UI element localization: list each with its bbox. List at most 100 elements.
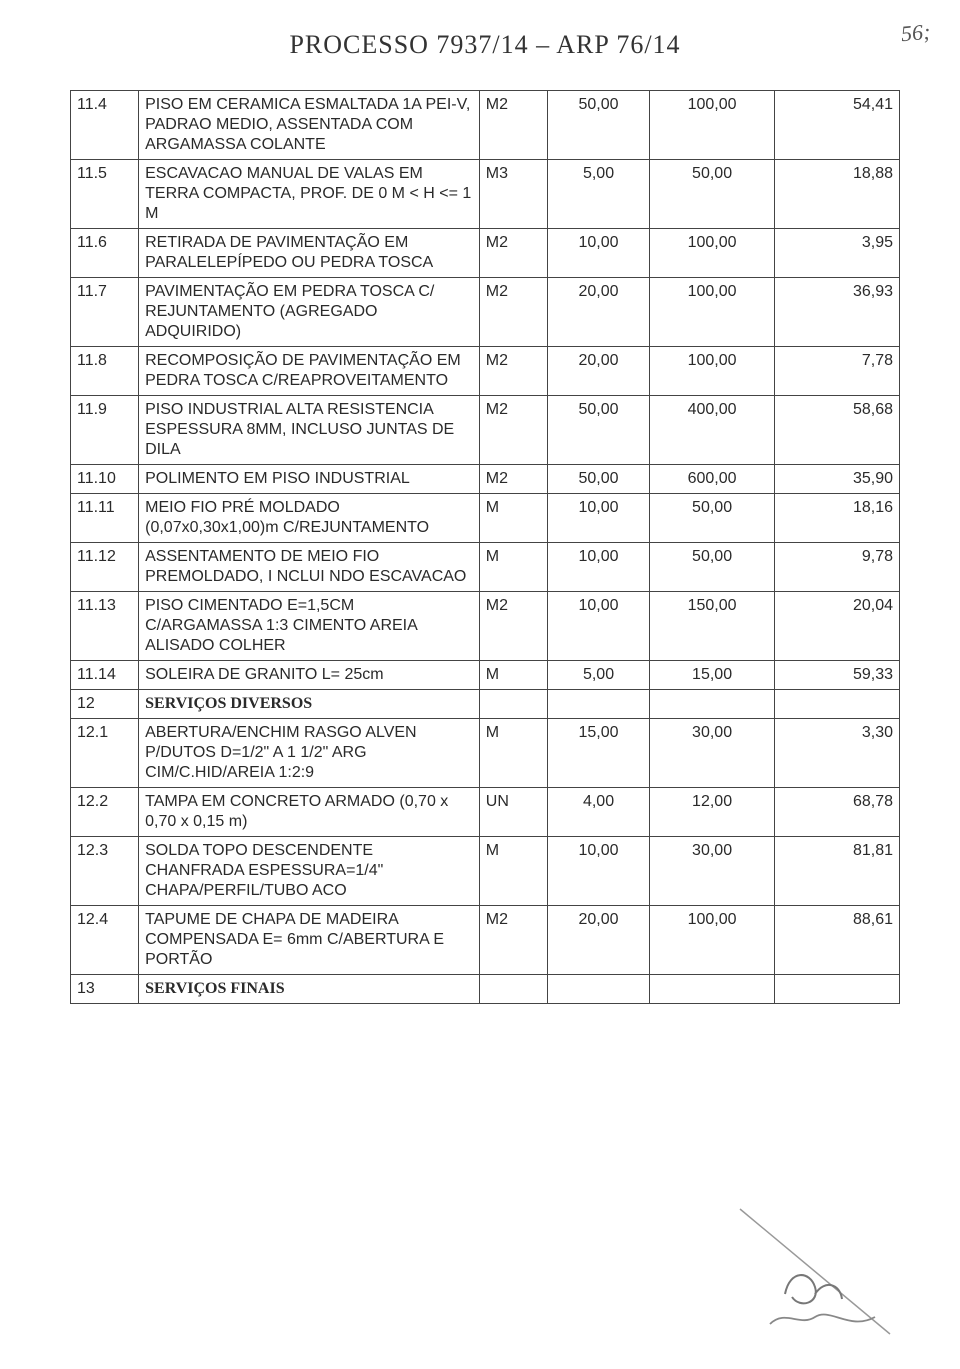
cell-qty: 20,00 bbox=[547, 906, 649, 975]
cell-value: 58,68 bbox=[775, 396, 900, 465]
cell-pct: 100,00 bbox=[650, 906, 775, 975]
cell-pct: 100,00 bbox=[650, 229, 775, 278]
cell-description: PISO EM CERAMICA ESMALTADA 1A PEI-V, PAD… bbox=[139, 91, 480, 160]
cell-pct: 50,00 bbox=[650, 160, 775, 229]
cell-unit: M bbox=[479, 661, 547, 690]
cell-code: 11.5 bbox=[71, 160, 139, 229]
cell-description: MEIO FIO PRÉ MOLDADO (0,07x0,30x1,00)m C… bbox=[139, 494, 480, 543]
cell-unit: M bbox=[479, 543, 547, 592]
cell-qty: 10,00 bbox=[547, 543, 649, 592]
cell-description: RECOMPOSIÇÃO DE PAVIMENTAÇÃO EM PEDRA TO… bbox=[139, 347, 480, 396]
cell-description: PISO CIMENTADO E=1,5CM C/ARGAMASSA 1:3 C… bbox=[139, 592, 480, 661]
cell-unit: M bbox=[479, 719, 547, 788]
cell-unit: UN bbox=[479, 788, 547, 837]
cell-pct: 100,00 bbox=[650, 347, 775, 396]
cell-description: SERVIÇOS DIVERSOS bbox=[139, 690, 480, 719]
cell-description: SOLEIRA DE GRANITO L= 25cm bbox=[139, 661, 480, 690]
budget-table: 11.4PISO EM CERAMICA ESMALTADA 1A PEI-V,… bbox=[70, 90, 900, 1004]
process-header: PROCESSO 7937/14 – ARP 76/14 bbox=[70, 30, 900, 60]
cell-code: 12.2 bbox=[71, 788, 139, 837]
cell-value: 20,04 bbox=[775, 592, 900, 661]
cell-code: 11.12 bbox=[71, 543, 139, 592]
table-row: 11.7PAVIMENTAÇÃO EM PEDRA TOSCA C/ REJUN… bbox=[71, 278, 900, 347]
cell-code: 12.3 bbox=[71, 837, 139, 906]
cell-unit: M2 bbox=[479, 906, 547, 975]
cell-qty: 5,00 bbox=[547, 160, 649, 229]
table-row: 12.2TAMPA EM CONCRETO ARMADO (0,70 x 0,7… bbox=[71, 788, 900, 837]
cell-code: 11.8 bbox=[71, 347, 139, 396]
cell-unit: M bbox=[479, 494, 547, 543]
table-row: 11.11MEIO FIO PRÉ MOLDADO (0,07x0,30x1,0… bbox=[71, 494, 900, 543]
cell-pct: 600,00 bbox=[650, 465, 775, 494]
table-row: 12.3SOLDA TOPO DESCENDENTE CHANFRADA ESP… bbox=[71, 837, 900, 906]
cell-unit: M2 bbox=[479, 91, 547, 160]
cell-code: 11.13 bbox=[71, 592, 139, 661]
table-row: 11.9PISO INDUSTRIAL ALTA RESISTENCIA ESP… bbox=[71, 396, 900, 465]
cell-code: 12 bbox=[71, 690, 139, 719]
cell-value: 81,81 bbox=[775, 837, 900, 906]
cell-code: 11.7 bbox=[71, 278, 139, 347]
cell-qty: 20,00 bbox=[547, 278, 649, 347]
cell-value: 54,41 bbox=[775, 91, 900, 160]
table-row: 11.5ESCAVACAO MANUAL DE VALAS EM TERRA C… bbox=[71, 160, 900, 229]
cell-qty: 10,00 bbox=[547, 837, 649, 906]
page-number-handwritten: 56; bbox=[900, 19, 931, 47]
cell-description: SERVIÇOS FINAIS bbox=[139, 975, 480, 1004]
cell-pct: 15,00 bbox=[650, 661, 775, 690]
cell-description: RETIRADA DE PAVIMENTAÇÃO EM PARALELEPÍPE… bbox=[139, 229, 480, 278]
cell-value: 18,88 bbox=[775, 160, 900, 229]
table-row: 11.6RETIRADA DE PAVIMENTAÇÃO EM PARALELE… bbox=[71, 229, 900, 278]
cell-unit: M2 bbox=[479, 278, 547, 347]
cell-unit: M2 bbox=[479, 229, 547, 278]
cell-code: 11.11 bbox=[71, 494, 139, 543]
cell-qty: 50,00 bbox=[547, 465, 649, 494]
cell-qty: 10,00 bbox=[547, 592, 649, 661]
cell-code: 11.10 bbox=[71, 465, 139, 494]
cell-qty bbox=[547, 975, 649, 1004]
cell-pct: 100,00 bbox=[650, 91, 775, 160]
cell-qty: 50,00 bbox=[547, 396, 649, 465]
cell-unit bbox=[479, 690, 547, 719]
cell-description: ASSENTAMENTO DE MEIO FIO PREMOLDADO, I N… bbox=[139, 543, 480, 592]
cell-code: 12.1 bbox=[71, 719, 139, 788]
table-row: 11.10POLIMENTO EM PISO INDUSTRIALM250,00… bbox=[71, 465, 900, 494]
cell-description: ABERTURA/ENCHIM RASGO ALVEN P/DUTOS D=1/… bbox=[139, 719, 480, 788]
cell-code: 11.6 bbox=[71, 229, 139, 278]
cell-code: 11.14 bbox=[71, 661, 139, 690]
cell-pct: 150,00 bbox=[650, 592, 775, 661]
cell-description: POLIMENTO EM PISO INDUSTRIAL bbox=[139, 465, 480, 494]
cell-value: 68,78 bbox=[775, 788, 900, 837]
cell-pct bbox=[650, 975, 775, 1004]
cell-qty: 20,00 bbox=[547, 347, 649, 396]
cell-value: 3,30 bbox=[775, 719, 900, 788]
cell-value: 3,95 bbox=[775, 229, 900, 278]
cell-qty: 10,00 bbox=[547, 229, 649, 278]
cell-value: 35,90 bbox=[775, 465, 900, 494]
cell-pct: 400,00 bbox=[650, 396, 775, 465]
cell-pct: 12,00 bbox=[650, 788, 775, 837]
cell-qty: 50,00 bbox=[547, 91, 649, 160]
cell-unit: M2 bbox=[479, 592, 547, 661]
table-row: 11.8RECOMPOSIÇÃO DE PAVIMENTAÇÃO EM PEDR… bbox=[71, 347, 900, 396]
cell-qty: 10,00 bbox=[547, 494, 649, 543]
cell-unit: M2 bbox=[479, 465, 547, 494]
cell-unit: M2 bbox=[479, 347, 547, 396]
cell-value: 59,33 bbox=[775, 661, 900, 690]
cell-qty: 5,00 bbox=[547, 661, 649, 690]
table-row: 11.12ASSENTAMENTO DE MEIO FIO PREMOLDADO… bbox=[71, 543, 900, 592]
cell-pct bbox=[650, 690, 775, 719]
cell-qty: 15,00 bbox=[547, 719, 649, 788]
table-row: 11.4PISO EM CERAMICA ESMALTADA 1A PEI-V,… bbox=[71, 91, 900, 160]
cell-value: 18,16 bbox=[775, 494, 900, 543]
cell-description: ESCAVACAO MANUAL DE VALAS EM TERRA COMPA… bbox=[139, 160, 480, 229]
cell-value bbox=[775, 690, 900, 719]
table-row: 12.1ABERTURA/ENCHIM RASGO ALVEN P/DUTOS … bbox=[71, 719, 900, 788]
cell-description: TAPUME DE CHAPA DE MADEIRA COMPENSADA E=… bbox=[139, 906, 480, 975]
cell-value bbox=[775, 975, 900, 1004]
cell-unit: M2 bbox=[479, 396, 547, 465]
cell-value: 7,78 bbox=[775, 347, 900, 396]
signature-mark bbox=[730, 1199, 900, 1339]
cell-qty bbox=[547, 690, 649, 719]
cell-code: 13 bbox=[71, 975, 139, 1004]
cell-description: PISO INDUSTRIAL ALTA RESISTENCIA ESPESSU… bbox=[139, 396, 480, 465]
